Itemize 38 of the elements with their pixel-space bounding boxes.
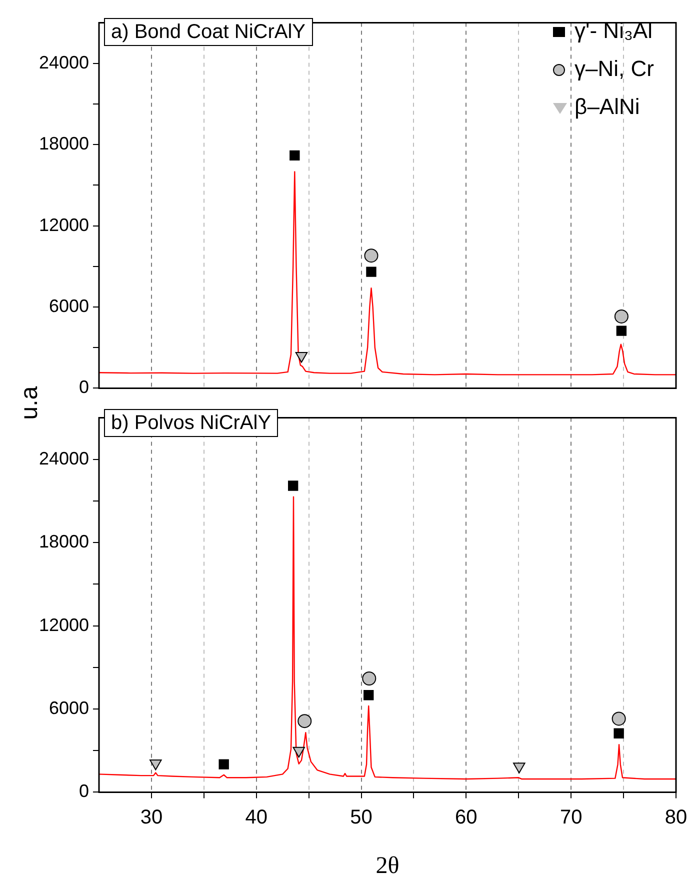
y-tick-label: 18000 — [38, 134, 89, 154]
x-tick-label: 40 — [245, 806, 268, 829]
point — [218, 759, 229, 770]
point — [364, 248, 378, 263]
point — [614, 309, 628, 324]
x-tick-label: 80 — [664, 806, 688, 829]
x-tick-label: 30 — [140, 806, 163, 829]
x-tick-label: 50 — [350, 806, 372, 829]
point — [150, 759, 162, 770]
y-tick-label: 0 — [78, 781, 89, 802]
y-axis-title: u.a — [16, 386, 44, 420]
legend-label: γ–Ni, Cr — [574, 56, 654, 81]
y-tick-label: 24000 — [38, 448, 89, 468]
point — [364, 690, 374, 700]
legend-label: γ'- Ni₃Al — [574, 18, 652, 43]
point — [612, 712, 626, 726]
y-tick-label: 0 — [78, 377, 89, 398]
x-tick-label: 60 — [455, 806, 478, 829]
x-axis-title: 2θ — [376, 852, 400, 879]
annotation: a) Bond Coat NiCrAlY — [104, 18, 313, 46]
y-tick-label: 18000 — [38, 532, 89, 552]
y-tick-label: 6000 — [48, 698, 89, 718]
point — [290, 150, 300, 161]
legend-label: β–AlNi — [574, 94, 640, 119]
annotation: b) Polvos NiCrAlY — [104, 409, 278, 437]
point — [614, 728, 624, 738]
point — [513, 762, 526, 774]
y-tick-label: 6000 — [48, 296, 89, 316]
y-tick-label: 12000 — [38, 614, 89, 635]
point — [366, 266, 376, 277]
y-tick-label: 12000 — [38, 214, 89, 235]
point — [362, 671, 376, 686]
y-tick-label: 24000 — [38, 52, 89, 72]
x-tick-label: 70 — [560, 806, 582, 829]
point — [616, 326, 627, 336]
point — [298, 714, 312, 728]
point — [292, 746, 305, 758]
point — [288, 480, 298, 491]
